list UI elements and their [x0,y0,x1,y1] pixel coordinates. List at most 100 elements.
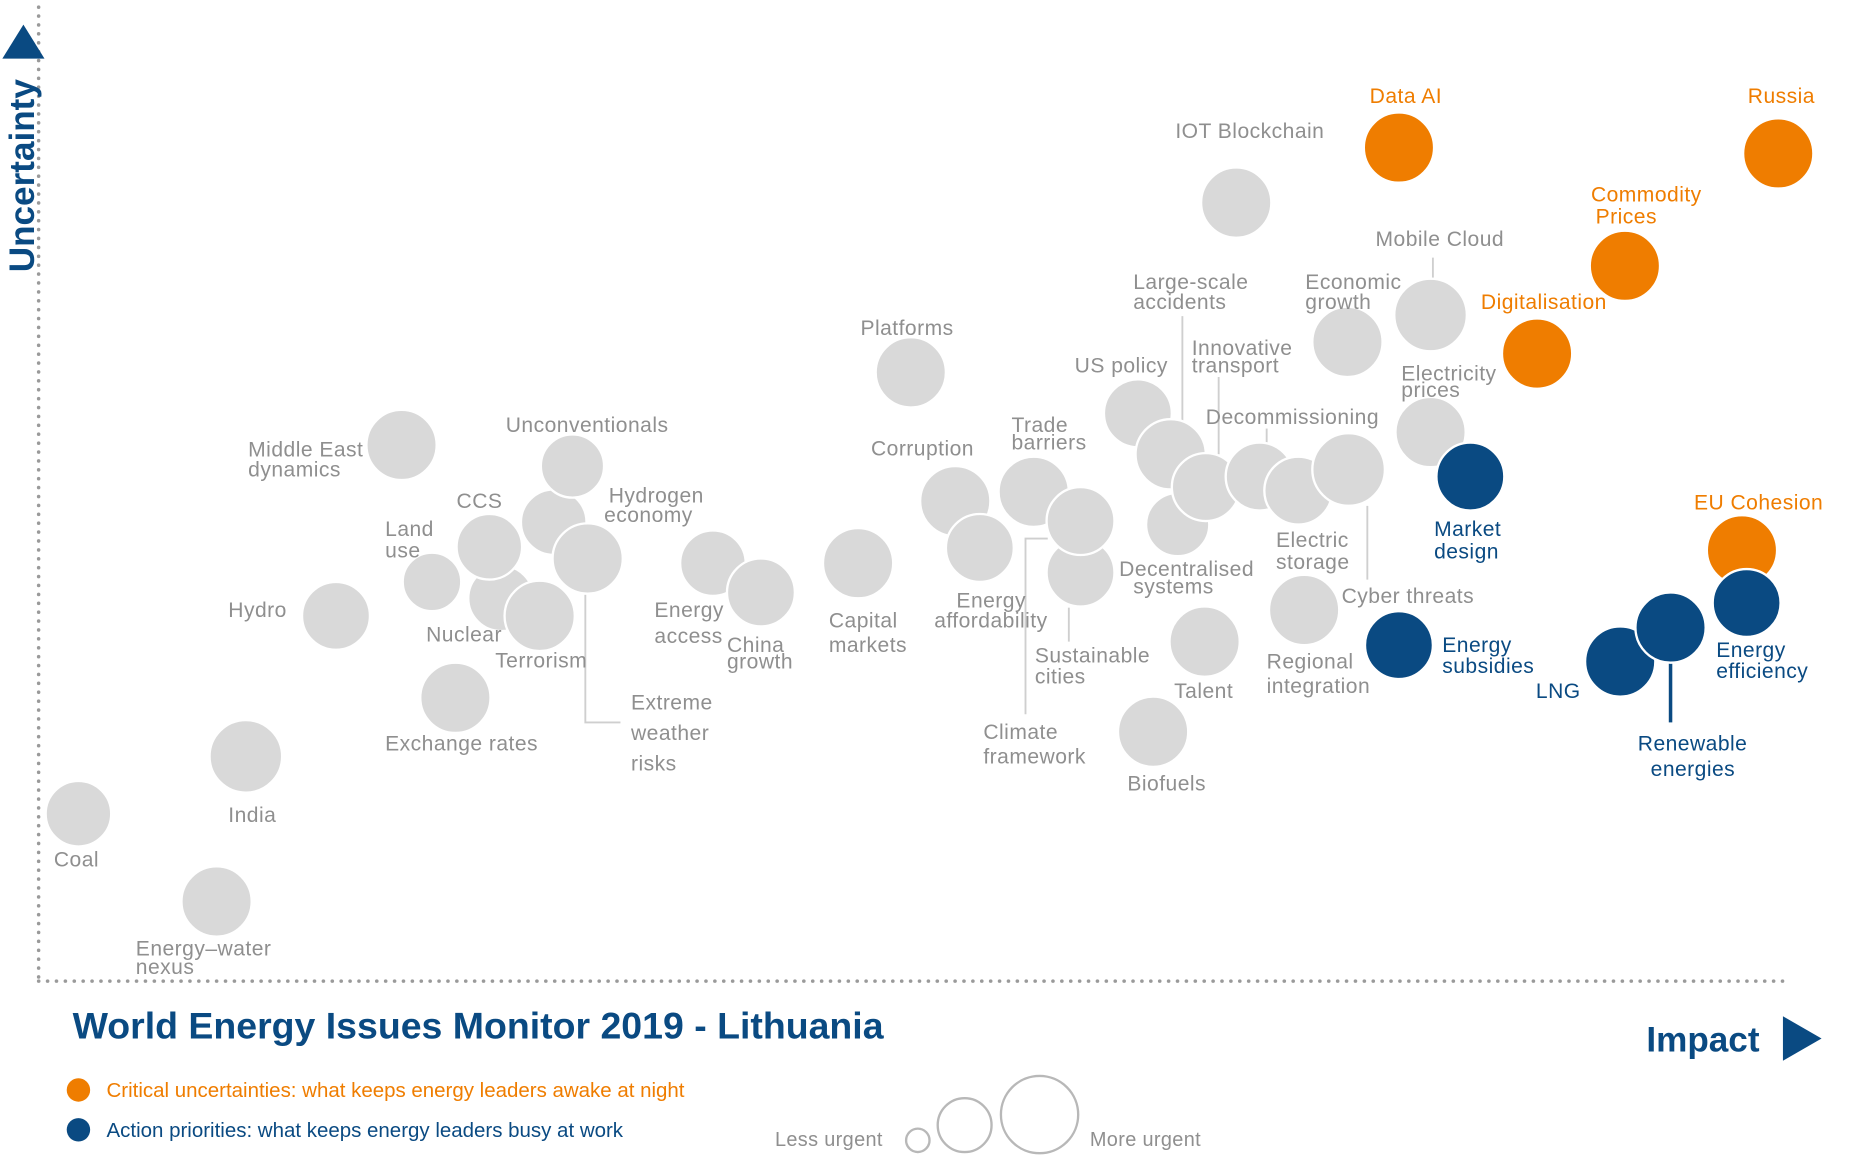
bubble-label-market-design: design [1434,541,1499,564]
legend-critical-marker [66,1078,91,1102]
bubble-capital-markets [821,526,895,600]
bubble-label-decentralised: Decentralised [1119,558,1254,581]
bubble-label-middle-east: dynamics [248,459,341,482]
bubble-label-climate-framework: framework [983,745,1086,768]
bubble-label-mobile-cloud: Mobile Cloud [1376,228,1505,251]
bubble-regional-integration [1267,573,1341,647]
bubble-label-innovative-transport: transport [1192,354,1279,377]
bubble-label-capital-markets: markets [829,634,907,657]
bubble-label-data-ai: Data AI [1370,85,1442,108]
size-legend-small-circle [904,1127,931,1154]
bubble-label-large-scale: accidents [1133,291,1226,314]
bubble-label-extreme-weather: weather [630,722,709,745]
bubble-label-innovative-transport: Innovative [1192,337,1293,360]
bubble-label-electric-storage: Electric [1276,529,1349,552]
y-axis-arrow-icon [2,24,45,59]
bubble-label-renewable-energies: Renewable [1638,732,1748,755]
bubble-land-use [401,551,463,613]
bubble-hydro [300,580,372,651]
bubble-label-exchange-rates: Exchange rates [385,732,538,755]
bubble-label-nuclear: Nuclear [426,624,502,647]
bubble-cyber-threats [1311,432,1387,507]
bubble-label-energy-subsidies: subsidies [1442,655,1534,678]
bubble-label-climate-framework: Climate [983,721,1058,744]
x-axis-arrow-icon [1782,1016,1822,1061]
bubble-terrorism [503,579,576,653]
size-legend-medium-circle [936,1097,993,1154]
bubble-label-china-growth: growth [727,651,793,674]
bubble-extreme-weather [551,522,624,595]
bubble-energy-water [180,865,253,938]
bubble-label-commodity-prices: Commodity [1591,183,1702,206]
bubble-label-china-growth: China [727,634,784,657]
size-legend-more-text: More urgent [1090,1129,1201,1151]
bubble-label-electricity-prices: Electricity [1401,363,1496,386]
bubble-energy-efficiency [1711,567,1782,639]
bubble-label-iot-blockchain: IOT Blockchain [1175,120,1324,143]
bubble-layer [44,111,1815,938]
bubble-label-large-scale: Large-scale [1133,271,1248,294]
bubble-label-renewable-energies: energies [1651,758,1736,781]
bubble-label-eu-cohesion: EU Cohesion [1694,491,1823,514]
bubble-label-market-design: Market [1434,518,1501,541]
bubble-label-us-policy: US policy [1075,354,1168,377]
bubble-label-economic-growth: Economic [1305,271,1401,294]
bubble-label-hydro: Hydro [228,599,287,622]
bubble-india [208,718,284,794]
bubble-biofuels [1116,695,1190,769]
bubble-label-energy-subsidies: Energy [1442,634,1512,657]
bubble-label-corruption: Corruption [871,437,974,460]
bubble-label-decommissioning: Decommissioning [1206,406,1379,429]
bubble-label-sustainable-cities: Sustainable [1035,645,1150,668]
bubble-label-energy-affordability: Energy [956,590,1026,613]
bubble-exchange-rates [419,661,492,735]
bubble-digitalisation [1500,317,1574,390]
bubble-label-terrorism: Terrorism [495,649,587,672]
bubble-platforms [874,336,948,409]
bubble-label-commodity-prices: Prices [1596,206,1657,229]
bubble-mobile-cloud [1393,277,1469,353]
bubble-middle-east [365,408,438,482]
bubble-market-design [1435,441,1506,512]
bubble-label-energy-efficiency: Energy [1716,639,1786,662]
bubble-label-extreme-weather: Extreme [631,692,713,715]
legend-action-text: Action priorities: what keeps energy lea… [107,1119,624,1142]
bubble-label-cyber-threats: Cyber threats [1342,585,1475,608]
bubble-renewable-energies [1634,591,1707,664]
x-axis-label: Impact [1646,1020,1759,1059]
bubble-label-capital-markets: Capital [829,610,898,633]
bubble-label-india: India [228,804,276,827]
bubble-economic-growth [1311,305,1384,379]
leader-line-layer [584,257,1673,724]
bubble-label-middle-east: Middle East [248,439,363,462]
bubble-label-platforms: Platforms [860,317,953,340]
bubble-label-energy-water: nexus [136,956,195,979]
bubble-label-sustainable-cities: cities [1035,666,1086,689]
bubble-label-trade-barriers: barriers [1011,432,1086,455]
bubble-label-energy-access: Energy [654,599,724,622]
bubble-label-unconventionals: Unconventionals [506,414,669,437]
bubble-label-electricity-prices: prices [1401,379,1460,402]
bubble-label-electric-storage: storage [1276,551,1350,574]
bubble-iot-blockchain [1199,166,1273,239]
bubble-label-russia: Russia [1748,85,1815,108]
leader-line-extreme-weather [584,594,621,724]
bubble-energy-affordability [944,512,1015,584]
leader-line-climate-framework [1024,537,1048,715]
bubble-russia [1741,117,1815,190]
bubble-label-decentralised: systems [1133,576,1214,599]
bubble-label-regional-integration: Regional [1267,651,1354,674]
bubble-ccs [455,512,524,581]
bubble-lng [1583,625,1657,698]
bubble-label-hydrogen: economy [604,504,693,527]
bubble-label-ccs: CCS [457,490,503,513]
bubble-label-land-use: use [385,539,420,562]
bubble-label-economic-growth: growth [1305,291,1371,314]
bubble-data-ai [1362,111,1436,184]
bubble-coal [44,779,113,848]
legend: Critical uncertainties: what keeps energ… [66,1078,685,1142]
bubble-climate-framework [1045,485,1116,557]
bubble-label-energy-access: access [654,625,722,648]
